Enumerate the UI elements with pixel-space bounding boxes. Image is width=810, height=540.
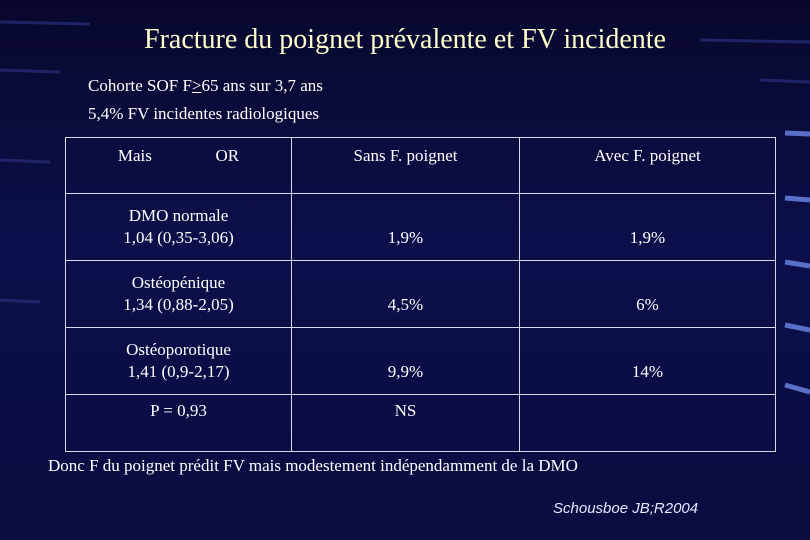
value-cell: 1,9% — [291, 193, 520, 261]
intro-symbol: > — [191, 76, 202, 95]
label-text: Ostéopénique — [131, 273, 226, 292]
value-cell: 4,5% — [291, 260, 520, 328]
label-text: 1,34 (0,88-2,05) — [123, 295, 234, 314]
header-cell: Mais OR — [65, 137, 292, 194]
table: Mais OR Sans F. poignet Avec F. poignet D… — [65, 137, 776, 452]
label-text: 1,41 (0,9-2,17) — [127, 362, 230, 381]
label-cell: DMO normale 1,04 (0,35-3,06) — [65, 193, 292, 261]
value-cell: 6% — [519, 260, 776, 328]
table-body: DMO normale 1,04 (0,35-3,06) 1,9% 1,9% Ostéo… — [65, 193, 776, 452]
intro-text: 65 ans sur 3,7 ans — [201, 76, 323, 95]
table-row: DMO normale 1,04 (0,35-3,06) 1,9% 1,9% — [65, 193, 776, 261]
header-cell: Avec F. poignet — [519, 137, 776, 194]
label-text: DMO normale — [128, 206, 229, 225]
intro-text: Cohorte SOF F — [88, 76, 192, 95]
label-cell: P = 0,93 — [65, 394, 292, 452]
intro-line: Cohorte SOF F>65 ans sur 3,7 ans — [88, 76, 323, 96]
label-text: P = 0,93 — [150, 401, 207, 420]
table-row: Ostéopénique 1,34 (0,88-2,05) 4,5% 6% — [65, 260, 776, 328]
header-row: Mais OR Sans F. poignet Avec F. poignet — [65, 137, 776, 194]
header-cell: Sans F. poignet — [291, 137, 520, 194]
header-text: Mais — [117, 146, 152, 165]
citation: Schousboe JB;R2004 — [553, 500, 699, 517]
value-cell: 14% — [519, 327, 776, 395]
label-text: Ostéoporotique — [126, 340, 231, 359]
label-cell: Ostéoporotique 1,41 (0,9-2,17) — [65, 327, 292, 395]
table-row: P = 0,93 NS — [65, 394, 776, 452]
label-text: 1,04 (0,35-3,06) — [123, 228, 234, 247]
value-cell: 9,9% — [291, 327, 520, 395]
conclusion: Donc F du poignet prédit FV mais modeste… — [48, 456, 578, 475]
header-text: OR — [215, 146, 240, 165]
title: Fracture du poignet prévalente et FV inc… — [144, 24, 666, 55]
intro-line: 5,4% FV incidentes radiologiques — [88, 104, 320, 123]
value-cell: 1,9% — [519, 193, 776, 261]
label-cell: Ostéopénique 1,34 (0,88-2,05) — [65, 260, 292, 328]
value-cell: NS — [291, 394, 520, 452]
value-cell — [519, 394, 776, 452]
table-row: Ostéoporotique 1,41 (0,9-2,17) 9,9% 14% — [65, 327, 776, 395]
